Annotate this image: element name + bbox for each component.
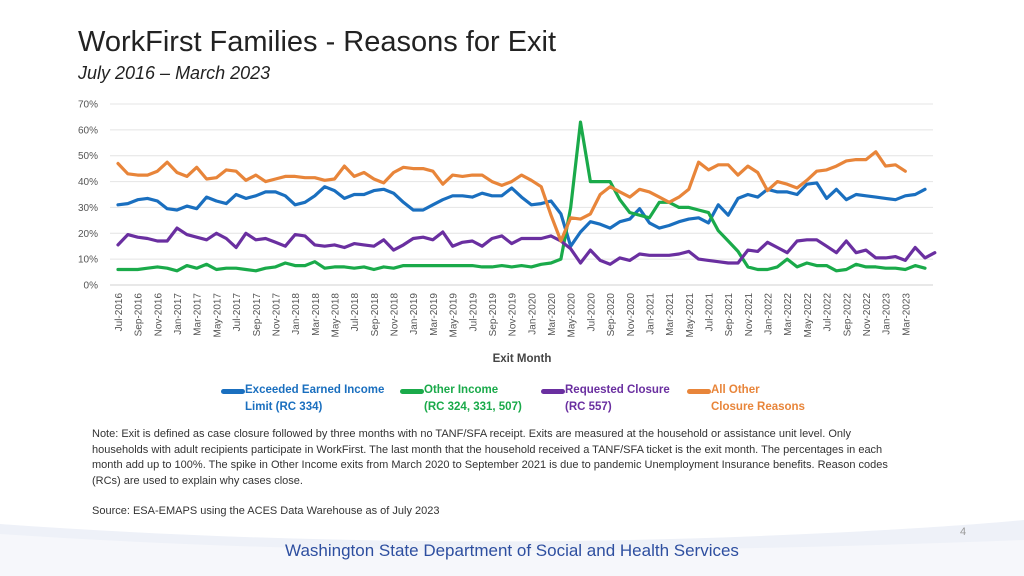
x-tick-label: Jan-2018: [291, 293, 302, 335]
x-tick-label: Jul-2016: [114, 293, 125, 332]
legend-label: Other Income (RC 324, 331, 507): [424, 384, 522, 413]
y-axis-ticks: 0% 10% 20% 30% 40% 50% 60% 70%: [78, 100, 98, 292]
x-tick-label: May-2019: [449, 293, 460, 338]
y-tick-label: 0%: [84, 281, 99, 292]
x-tick-label: Nov-2018: [390, 293, 401, 337]
x-tick-label: Jul-2019: [468, 293, 479, 332]
x-tick-label: May-2017: [212, 293, 223, 338]
y-tick-label: 60%: [78, 125, 98, 136]
series-line-3: [116, 226, 937, 266]
x-tick-label: May-2018: [331, 293, 342, 338]
series-line-1: [116, 181, 927, 248]
x-tick-label: Mar-2022: [783, 293, 794, 336]
legend-label: Exceeded Earned Income Limit (RC 334): [245, 384, 385, 413]
x-tick-label: Nov-2020: [626, 293, 637, 337]
page-number: 4: [960, 526, 967, 538]
x-tick-label: Jul-2017: [232, 293, 243, 332]
line-chart: 0% 10% 20% 30% 40% 50% 60% 70% Jul-2016 Sep-2016…: [78, 100, 937, 365]
x-tick-label: Sep-2016: [134, 293, 145, 337]
x-tick-label: Sep-2020: [606, 293, 617, 337]
x-tick-label: Nov-2022: [862, 293, 873, 337]
series-lines: [116, 120, 937, 273]
x-tick-label: Jul-2021: [704, 293, 715, 332]
x-tick-label: Mar-2018: [311, 293, 322, 336]
x-axis-ticks: Jul-2016 Sep-2016 Nov-2016 Jan-2017 Mar-2017…: [114, 293, 912, 338]
x-tick-label: May-2021: [685, 293, 696, 338]
legend-swatch: [541, 389, 565, 394]
x-tick-label: Mar-2019: [429, 293, 440, 336]
x-tick-label: Jan-2022: [764, 293, 775, 335]
x-tick-label: May-2020: [567, 293, 578, 338]
x-tick-label: Jul-2022: [823, 293, 834, 332]
x-tick-label: Jan-2017: [173, 293, 184, 335]
x-tick-label: Nov-2016: [153, 293, 164, 337]
x-tick-label: Mar-2017: [193, 293, 204, 336]
x-tick-label: Mar-2020: [547, 293, 558, 336]
x-tick-label: Sep-2022: [842, 293, 853, 337]
x-tick-label: Sep-2017: [252, 293, 263, 337]
note-text: Note: Exit is defined as case closure fo…: [92, 428, 888, 487]
organization-name: Washington State Department of Social an…: [285, 541, 739, 560]
x-tick-label: Jan-2019: [409, 293, 420, 335]
y-tick-label: 30%: [78, 203, 98, 214]
x-tick-label: Sep-2021: [724, 293, 735, 337]
x-tick-label: Mar-2023: [901, 293, 912, 336]
x-tick-label: Mar-2021: [665, 293, 676, 336]
legend-label: Requested Closure (RC 557): [565, 384, 670, 413]
x-tick-label: May-2022: [803, 293, 814, 338]
legend-swatch: [221, 389, 245, 394]
y-tick-label: 10%: [78, 255, 98, 266]
gridlines: [110, 103, 933, 286]
legend-swatch: [687, 389, 711, 394]
x-tick-label: Nov-2021: [744, 293, 755, 337]
page-title: WorkFirst Families - Reasons for Exit: [78, 26, 557, 58]
y-tick-label: 50%: [78, 151, 98, 162]
x-tick-label: Sep-2018: [370, 293, 381, 337]
series-line-4: [116, 150, 907, 243]
legend-label: All Other Closure Reasons: [711, 384, 805, 413]
x-tick-label: Nov-2017: [271, 293, 282, 337]
footer-decoration: [0, 520, 1024, 576]
x-axis-label: Exit Month: [493, 353, 552, 365]
x-tick-label: Jul-2020: [586, 293, 597, 332]
x-tick-label: Sep-2019: [488, 293, 499, 337]
y-tick-label: 70%: [78, 100, 98, 111]
x-tick-label: Jan-2020: [527, 293, 538, 335]
series-line-2: [116, 120, 927, 273]
source-text: Source: ESA-EMAPS using the ACES Data Wa…: [92, 505, 440, 517]
y-tick-label: 20%: [78, 229, 98, 240]
page-subtitle: July 2016 – March 2023: [78, 63, 271, 83]
x-tick-label: Jul-2018: [350, 293, 361, 332]
x-tick-label: Nov-2019: [508, 293, 519, 337]
y-tick-label: 40%: [78, 177, 98, 188]
x-tick-label: Jan-2023: [882, 293, 893, 335]
x-tick-label: Jan-2021: [645, 293, 656, 335]
legend-swatch: [400, 389, 424, 394]
